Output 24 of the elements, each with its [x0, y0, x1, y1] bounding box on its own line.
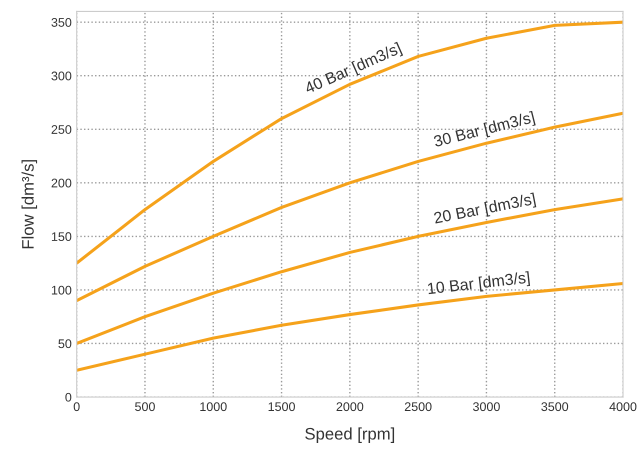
line-series: [76, 20, 624, 265]
line-series: [76, 112, 624, 302]
x-tick-label: 4000: [609, 402, 636, 412]
x-tick-label: 0: [74, 402, 80, 412]
y-tick-label: 350: [51, 18, 72, 27]
y-tick-label: 50: [58, 339, 72, 348]
x-axis-title: Speed [rpm]: [305, 427, 394, 443]
x-tick-label: 1500: [268, 402, 295, 412]
y-axis-title: Flow [dm³/s]: [22, 160, 38, 248]
x-tick-label: 2500: [404, 402, 432, 412]
y-tick-label: 0: [65, 392, 72, 402]
y-tick-label: 300: [51, 72, 72, 80]
text: 10 Bar [dm3/s]: [428, 271, 530, 298]
text: 30 Bar [dm3/s]: [433, 110, 536, 150]
y-tick-label: 250: [52, 125, 72, 134]
y-tick-label: 150: [52, 232, 72, 242]
y-tick-label: 200: [52, 178, 72, 188]
x-tick-label: 3000: [473, 402, 500, 412]
x-tick-label: 1000: [200, 402, 227, 412]
y-tick-label: 100: [52, 286, 72, 295]
x-tick-label: 3500: [541, 402, 568, 412]
x-tick-label: 2000: [336, 402, 364, 412]
text: 20 Bar [dm3/s]: [433, 192, 536, 227]
x-tick-label: 500: [135, 402, 155, 412]
